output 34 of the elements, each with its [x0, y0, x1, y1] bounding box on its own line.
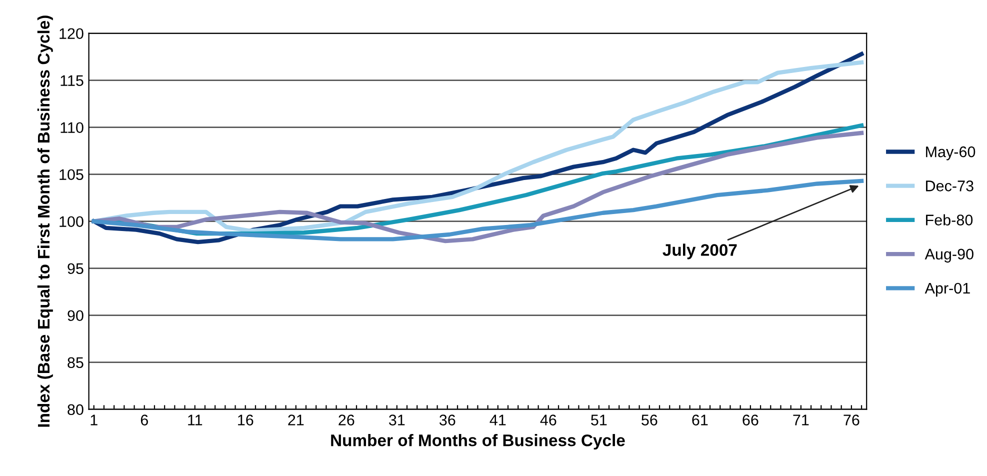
- x-tick-label: 56: [642, 414, 658, 426]
- x-tick-label: 11: [188, 414, 202, 426]
- legend-label: Feb-80: [926, 214, 973, 226]
- x-axis-title: Number of Months of Business Cycle: [331, 434, 625, 450]
- x-tick-label: 51: [591, 414, 607, 426]
- x-tick-label: 36: [439, 414, 456, 426]
- x-tick-label: 46: [540, 414, 556, 426]
- x-tick-label: 61: [692, 414, 708, 426]
- x-tick-label: 76: [844, 414, 860, 426]
- y-tick-label: 120: [60, 28, 84, 40]
- x-tick-label: 41: [490, 414, 506, 426]
- x-tick-label: 31: [388, 414, 405, 426]
- x-tick-label: 6: [140, 414, 148, 426]
- x-tick-label: 1: [90, 414, 98, 426]
- annotation: July 2007: [662, 244, 737, 260]
- x-tick-label: 66: [742, 414, 758, 426]
- y-tick-label: 95: [68, 263, 84, 274]
- y-tick-label: 80: [68, 404, 84, 416]
- x-tick-label: 71: [793, 414, 809, 426]
- x-tick-label: 26: [338, 414, 354, 426]
- legend-label: Dec-73: [926, 180, 974, 192]
- y-tick-label: 100: [60, 216, 84, 228]
- x-tick-label: 21: [288, 414, 304, 426]
- x-tick-label: 16: [238, 414, 254, 426]
- y-tick-label: 105: [60, 169, 84, 180]
- legend-label: Aug-90: [924, 248, 974, 263]
- y-tick-label: 90: [68, 310, 84, 322]
- y-tick-label: 115: [60, 75, 84, 86]
- y-axis-title: Index (Base Equal to First Month of Business Cycle): [37, 16, 53, 427]
- legend-label: Apr-01: [924, 282, 970, 297]
- y-tick-label: 110: [60, 122, 84, 134]
- legend-label: May-60: [926, 146, 976, 160]
- line-series: [92, 178, 864, 242]
- y-tick-label: 85: [68, 357, 84, 368]
